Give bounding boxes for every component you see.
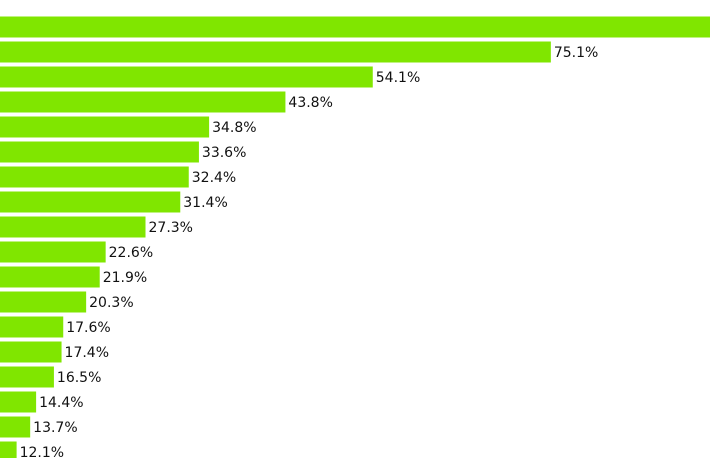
bar	[0, 166, 189, 188]
bar	[0, 416, 31, 438]
bar	[0, 316, 64, 338]
value-label: 31.4%	[183, 195, 227, 211]
value-label: 32.4%	[192, 170, 236, 186]
bar	[0, 441, 17, 458]
value-label: 20.3%	[89, 295, 133, 311]
value-label: 75.1%	[554, 45, 598, 61]
bar	[0, 116, 210, 138]
bar	[0, 291, 87, 313]
bar	[0, 91, 286, 113]
value-label: 17.4%	[65, 345, 109, 361]
bar	[0, 341, 62, 363]
bar	[0, 191, 181, 213]
bar	[0, 16, 710, 38]
value-label: 27.3%	[149, 220, 193, 236]
value-label: 16.5%	[57, 370, 101, 386]
value-label: 33.6%	[202, 145, 246, 161]
value-label: 14.4%	[39, 395, 83, 411]
value-label: 54.1%	[376, 70, 420, 86]
value-label: 12.1%	[20, 445, 64, 458]
value-label: 21.9%	[103, 270, 147, 286]
bar	[0, 66, 373, 88]
bar	[0, 241, 106, 263]
value-label: 17.6%	[66, 320, 110, 336]
value-label: 22.6%	[109, 245, 153, 261]
bar	[0, 41, 551, 63]
bar	[0, 141, 199, 163]
bar	[0, 216, 146, 238]
value-label: 43.8%	[288, 95, 332, 111]
bar	[0, 391, 37, 413]
value-label: 34.8%	[212, 120, 256, 136]
value-label: 13.7%	[33, 420, 77, 436]
bar	[0, 266, 100, 288]
bar	[0, 366, 54, 388]
